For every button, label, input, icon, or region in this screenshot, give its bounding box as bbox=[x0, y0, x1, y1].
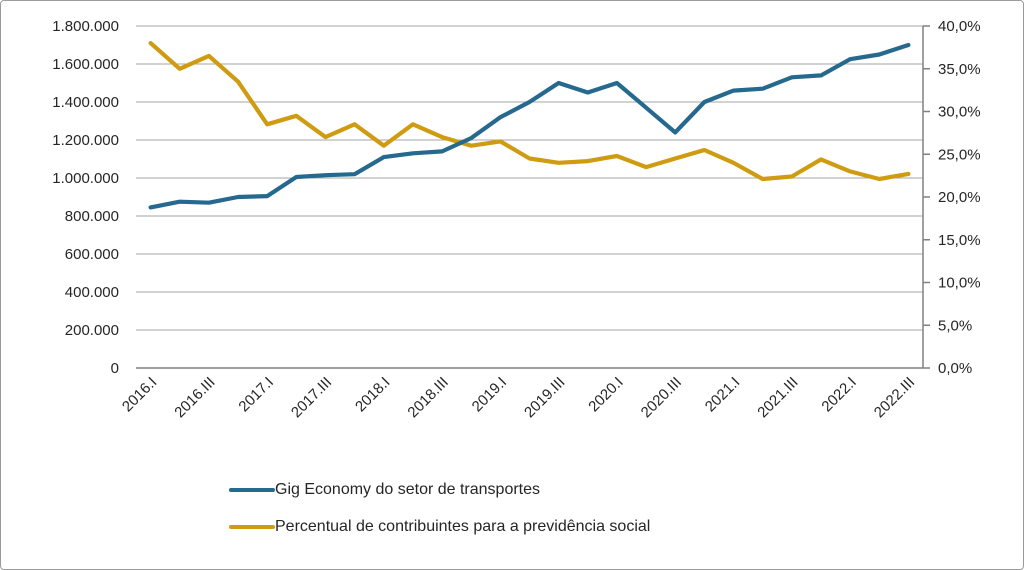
y-axis-left-tick-label: 1.600.000 bbox=[52, 56, 119, 73]
y-axis-left-tick-label: 600.000 bbox=[65, 246, 119, 263]
y-axis-left-tick-label: 1.000.000 bbox=[52, 170, 119, 187]
x-axis-tick-label: 2018.III bbox=[404, 374, 451, 421]
chart-legend: Gig Economy do setor de transportes Perc… bbox=[229, 479, 650, 538]
series-line-previdencia bbox=[148, 40, 911, 182]
y-axis-right-tick-label: 5,0% bbox=[938, 317, 972, 334]
x-axis-tick-label: 2016.I bbox=[119, 374, 161, 416]
x-axis-tick-label: 2021.I bbox=[702, 374, 744, 416]
axis-lines bbox=[136, 25, 930, 369]
y-axis-right-tick-label: 20,0% bbox=[938, 189, 981, 206]
legend-line-swatch-blue bbox=[229, 487, 275, 493]
y-axis-right-tick-label: 35,0% bbox=[938, 61, 981, 78]
y-axis-right-tick-label: 0,0% bbox=[938, 360, 972, 377]
legend-label-gig-economy: Gig Economy do setor de transportes bbox=[275, 481, 541, 498]
x-axis-tick-label: 2020.III bbox=[638, 374, 685, 421]
x-axis-tick-label: 2017.III bbox=[288, 374, 335, 421]
y-axis-left-tick-label: 1.400.000 bbox=[52, 94, 119, 111]
x-axis-tick-label: 2022.III bbox=[871, 374, 918, 421]
x-axis-tick-label: 2019.III bbox=[521, 374, 568, 421]
gridlines bbox=[136, 25, 923, 331]
y-axis-left-tick-label: 0 bbox=[111, 360, 119, 377]
series-lines bbox=[148, 40, 911, 210]
legend-label-previdencia: Percentual de contribuintes para a previ… bbox=[275, 518, 651, 535]
x-axis-tick-label: 2019.I bbox=[469, 374, 511, 416]
y-axis-left-tick-label: 400.000 bbox=[65, 284, 119, 301]
x-axis-tick-label: 2022.I bbox=[818, 374, 860, 416]
y-axis-left-tick-label: 800.000 bbox=[65, 208, 119, 225]
x-axis-tick-label: 2021.III bbox=[754, 374, 801, 421]
x-axis-tick-label: 2020.I bbox=[585, 374, 627, 416]
x-axis-labels: 2016.I 2016.III 2017.I 2017.III 2018.I 2018.I… bbox=[119, 374, 918, 421]
y-axis-right-tick-label: 30,0% bbox=[938, 104, 981, 121]
x-axis-tick-label: 2017.I bbox=[235, 374, 277, 416]
y-axis-right-tick-label: 40,0% bbox=[938, 18, 981, 35]
y-axis-right-tick-label: 15,0% bbox=[938, 232, 981, 249]
y-axis-right-tick-label: 25,0% bbox=[938, 146, 981, 163]
y-axis-left-tick-label: 1.800.000 bbox=[52, 18, 119, 35]
x-axis-tick-label: 2018.I bbox=[352, 374, 394, 416]
legend-item-gig-economy: Gig Economy do setor de transportes bbox=[229, 479, 650, 501]
y-axis-right-labels: 40,0% 35,0% 30,0% 25,0% 20,0% 15,0% 10,0% 5,0% 0… bbox=[938, 18, 981, 377]
legend-item-previdencia: Percentual de contribuintes para a previ… bbox=[229, 516, 650, 538]
series-line-gig-economy bbox=[148, 42, 911, 210]
legend-line-swatch-gold bbox=[229, 524, 275, 530]
y-axis-left-tick-label: 1.200.000 bbox=[52, 132, 119, 149]
x-axis-tick-label: 2016.III bbox=[171, 374, 218, 421]
y-axis-left-labels: 1.800.000 1.600.000 1.400.000 1.200.000 1.00… bbox=[52, 18, 119, 377]
y-axis-left-tick-label: 200.000 bbox=[65, 322, 119, 339]
y-axis-right-tick-label: 10,0% bbox=[938, 275, 981, 292]
